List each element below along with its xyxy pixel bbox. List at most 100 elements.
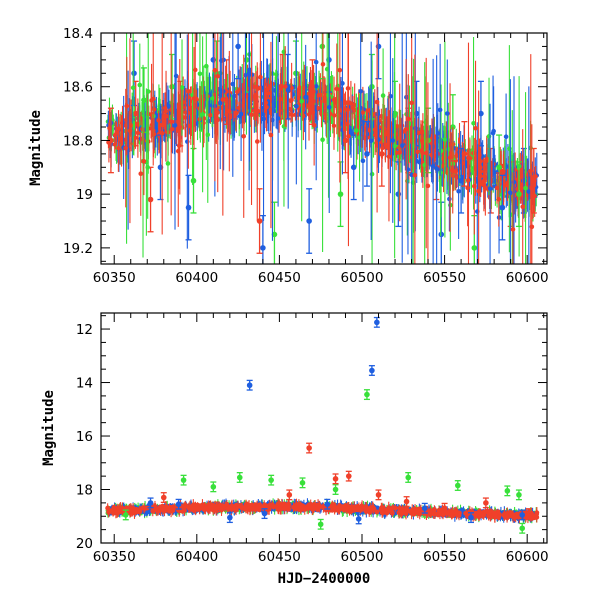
wide-point-blue xyxy=(303,94,308,100)
point-green-9 xyxy=(504,488,511,494)
bottom-axis-ticks: 60350 60400 60450 60500 60550 60600 12 14 16 18 20 xyxy=(76,313,549,565)
y-tick-label: 14 xyxy=(76,376,93,392)
wide-point-red xyxy=(510,227,516,232)
point-red-8 xyxy=(441,505,448,512)
point-blue-11 xyxy=(519,512,526,518)
wide-point-green xyxy=(145,165,150,170)
x-tick-label: 60550 xyxy=(423,549,466,565)
wide-point-blue xyxy=(405,167,411,172)
point-red-1 xyxy=(132,110,139,117)
wide-point-red xyxy=(254,139,260,144)
y-tick-label: 18.8 xyxy=(63,133,93,149)
wide-point-red xyxy=(473,125,478,131)
wide-point-red xyxy=(466,155,471,161)
y-tick-label: 19 xyxy=(76,187,93,203)
point-green-14 xyxy=(496,164,502,171)
top-y-axis-title: Magnitude xyxy=(28,110,44,186)
point-green-1 xyxy=(180,477,187,483)
point-blue-16 xyxy=(478,110,484,117)
bottom-x-axis-title: HJD−2400000 xyxy=(278,571,371,587)
wide-point-green xyxy=(197,71,203,77)
point-blue-0 xyxy=(131,70,137,77)
wide-point-blue xyxy=(340,81,345,86)
wide-point-green xyxy=(438,148,444,154)
wide-point-green xyxy=(320,137,325,143)
wide-point-red xyxy=(258,74,263,80)
wide-point-red xyxy=(138,171,144,177)
y-tick-label: 12 xyxy=(76,322,93,338)
y-tick-label: 18.4 xyxy=(63,26,93,42)
x-tick-label: 60500 xyxy=(341,549,384,565)
wide-point-red xyxy=(186,88,191,94)
point-green-7 xyxy=(405,474,412,481)
wide-point-blue xyxy=(172,123,178,128)
point-red-8 xyxy=(342,137,349,144)
point-green-0 xyxy=(364,391,370,398)
wide-point-red xyxy=(406,116,411,122)
point-red-12 xyxy=(461,151,468,157)
wide-point-red xyxy=(227,108,232,114)
wide-point-blue xyxy=(173,73,179,79)
wide-point-red xyxy=(476,188,481,194)
wide-point-green xyxy=(516,163,522,169)
point-green-6 xyxy=(332,486,339,493)
point-green-4 xyxy=(243,57,250,63)
wide-point-blue xyxy=(503,134,509,140)
wide-point-red xyxy=(141,159,147,164)
point-red-4 xyxy=(160,494,167,501)
point-blue-12 xyxy=(395,191,402,197)
wide-point-blue xyxy=(490,130,496,136)
wide-point-green xyxy=(145,89,151,94)
point-blue-4 xyxy=(235,43,241,50)
wide-point-red xyxy=(465,185,470,191)
x-tick-label: 60450 xyxy=(258,549,301,565)
x-tick-label: 60400 xyxy=(175,270,218,286)
wide-point-green xyxy=(354,128,359,133)
wide-point-red xyxy=(403,126,409,132)
point-red-10 xyxy=(526,510,532,517)
point-blue-9 xyxy=(350,164,357,171)
wide-point-red xyxy=(320,61,326,67)
top-panel-frame xyxy=(100,32,548,265)
wide-point-red xyxy=(450,168,456,173)
wide-point-red xyxy=(423,150,429,156)
wide-point-blue xyxy=(456,188,461,194)
top-panel: 60350 60400 60450 60500 60550 60600 18.4 18.6 18… xyxy=(28,26,549,286)
y-tick-label: 20 xyxy=(76,536,93,552)
wide-point-red xyxy=(278,83,284,89)
point-red-0 xyxy=(306,445,312,451)
wide-point-blue xyxy=(217,100,223,106)
wide-point-red xyxy=(215,73,221,79)
wide-point-red xyxy=(127,128,133,133)
point-green-8 xyxy=(455,482,461,489)
wide-point-red xyxy=(212,67,218,73)
point-blue-3 xyxy=(147,500,154,506)
wide-point-green xyxy=(471,120,476,126)
wide-point-blue xyxy=(243,72,248,78)
top-axis-ticks: 60350 60400 60450 60500 60550 60600 18.4 18.6 18… xyxy=(63,26,549,286)
point-green-11 xyxy=(122,512,129,518)
point-blue-15 xyxy=(458,177,464,184)
wide-point-red xyxy=(496,197,502,202)
point-red-6 xyxy=(286,492,293,498)
wide-point-blue xyxy=(275,116,281,121)
wide-point-red xyxy=(337,67,343,73)
wide-point-green xyxy=(200,112,205,117)
wide-point-green xyxy=(210,96,216,101)
wide-point-red xyxy=(282,84,288,89)
wide-point-red xyxy=(268,132,274,138)
wide-point-red xyxy=(175,148,181,154)
point-green-8 xyxy=(337,191,344,197)
point-red-3 xyxy=(375,492,382,498)
bottom-panel: 60350 60400 60450 60500 60550 60600 12 14 16 18 20… xyxy=(41,312,549,587)
x-tick-label: 60400 xyxy=(175,549,218,565)
point-blue-9 xyxy=(421,505,428,512)
wide-point-blue xyxy=(358,89,363,94)
bottom-plot-area xyxy=(105,316,540,534)
point-blue-4 xyxy=(175,501,182,508)
y-tick-label: 16 xyxy=(76,429,93,445)
wide-point-blue xyxy=(435,131,441,136)
wide-point-blue xyxy=(221,57,226,63)
wide-point-green xyxy=(392,113,397,119)
